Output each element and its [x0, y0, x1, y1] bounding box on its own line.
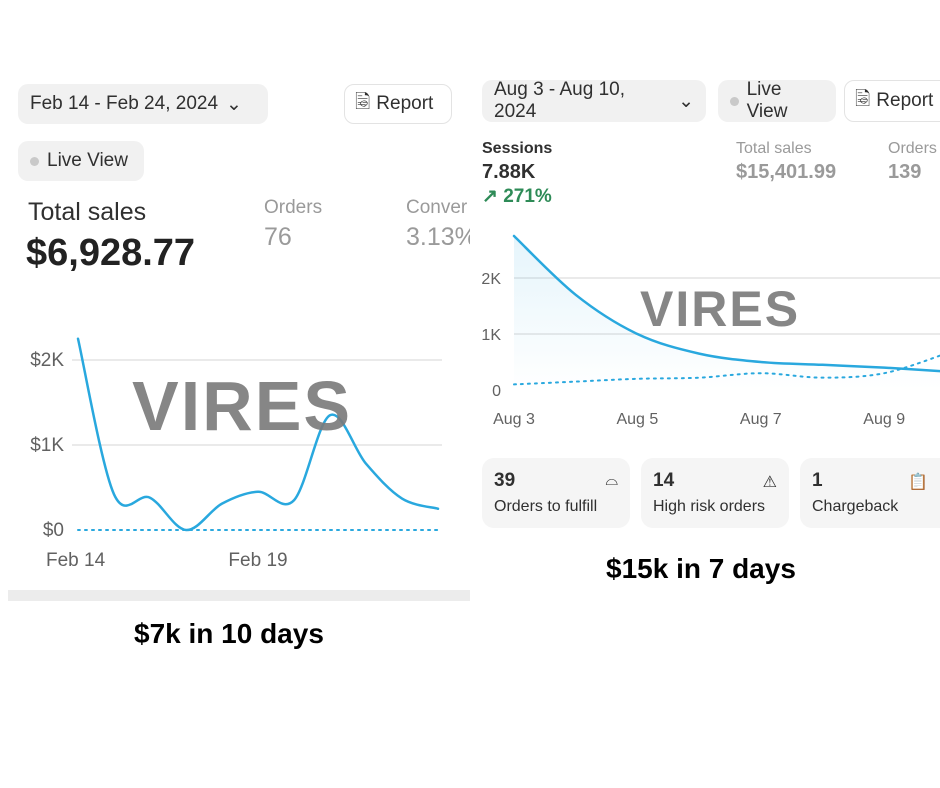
sales-chart: $0 $1K $2K Feb 14 Feb 19: [30, 337, 442, 571]
alert-triangle-icon: ⚠: [762, 474, 777, 491]
arrow-up-right-icon: ↗: [482, 186, 498, 207]
report-button[interactable]: 🗟 Report: [844, 80, 940, 122]
chevron-down-icon: ⌄: [226, 93, 242, 115]
y-tick-label: $0: [43, 520, 64, 541]
total-sales-label: Total sales: [736, 140, 812, 157]
chevron-down-icon: ⌄: [678, 90, 694, 112]
sessions-change: ↗ 271%: [482, 185, 552, 208]
orders-to-fulfill-card[interactable]: 39 Orders to fulfill ⌓: [482, 458, 630, 528]
series-line-previous: [513, 354, 940, 386]
conversion-value: 3.13%: [406, 223, 470, 251]
x-tick-label: Aug 3: [493, 411, 535, 428]
live-view-button[interactable]: Live View: [18, 141, 144, 181]
report-label: Report: [376, 93, 434, 114]
orders-value: 76: [264, 223, 292, 251]
x-tick-label: Aug 9: [863, 411, 905, 428]
clipboard-check-icon: 📋: [908, 474, 928, 491]
sessions-chart: 0 1K 2K Aug 3 Aug 5 Aug 7 Aug 9: [481, 234, 940, 428]
y-tick-label: 1K: [481, 327, 501, 344]
x-tick-label: Aug 5: [616, 411, 658, 428]
orders-value: 139: [888, 161, 922, 183]
x-tick-label: Aug 7: [740, 411, 782, 428]
y-tick-label: $2K: [30, 350, 64, 371]
card-label: High risk orders: [653, 498, 766, 515]
date-range-picker[interactable]: Aug 3 - Aug 10, 2024 ⌄: [482, 79, 706, 122]
y-tick-label: 2K: [481, 271, 501, 288]
date-range-picker[interactable]: Feb 14 - Feb 24, 2024 ⌄: [18, 84, 268, 124]
series-line-current: [512, 234, 940, 373]
report-label: Report: [876, 90, 934, 111]
y-tick-label: 0: [492, 383, 501, 400]
live-view-label: Live View: [47, 150, 128, 171]
live-view-label: Live View: [746, 79, 788, 122]
left-caption: $7k in 10 days: [134, 618, 324, 649]
total-sales-value: $15,401.99: [736, 161, 837, 183]
sessions-label: Sessions: [482, 140, 553, 157]
series-line-current: [76, 337, 440, 532]
chargeback-card[interactable]: 1 Chargeback 📋: [800, 458, 940, 528]
card-label: Orders to fulfill: [494, 498, 598, 515]
total-sales-value: $6,928.77: [26, 232, 196, 274]
card-value: 39: [494, 470, 516, 491]
watermark: VIRES: [132, 367, 353, 445]
sessions-change-value: 271%: [503, 186, 552, 207]
total-sales-label: Total sales: [28, 198, 147, 226]
card-value: 14: [653, 470, 675, 491]
live-view-button[interactable]: Live View: [718, 79, 836, 122]
y-tick-label: $1K: [30, 435, 64, 456]
right-caption: $15k in 7 days: [606, 553, 796, 584]
date-range-label: Aug 3 - Aug 10, 2024: [494, 79, 625, 122]
panel-divider: [8, 590, 470, 601]
status-dot-icon: [730, 96, 739, 106]
orders-label: Orders: [888, 140, 937, 157]
report-button[interactable]: 🗟 Report: [344, 84, 452, 124]
sessions-value: 7.88K: [482, 161, 536, 183]
orders-label: Orders: [264, 197, 323, 218]
high-risk-orders-card[interactable]: 14 High risk orders ⚠: [641, 458, 789, 528]
watermark: VIRES: [640, 281, 801, 337]
status-dot-icon: [30, 156, 39, 166]
area-fill: [514, 236, 940, 390]
x-tick-label: Feb 19: [228, 550, 287, 571]
card-value: 1: [812, 470, 823, 491]
date-range-label: Feb 14 - Feb 24, 2024: [30, 93, 219, 114]
report-icon: 🗟: [855, 89, 871, 110]
card-label: Chargeback: [812, 498, 899, 515]
inbox-icon: ⌓: [605, 472, 618, 489]
x-tick-label: Feb 14: [46, 550, 106, 571]
conversion-label: Conver: [406, 197, 468, 218]
report-icon: 🗟: [355, 92, 371, 113]
